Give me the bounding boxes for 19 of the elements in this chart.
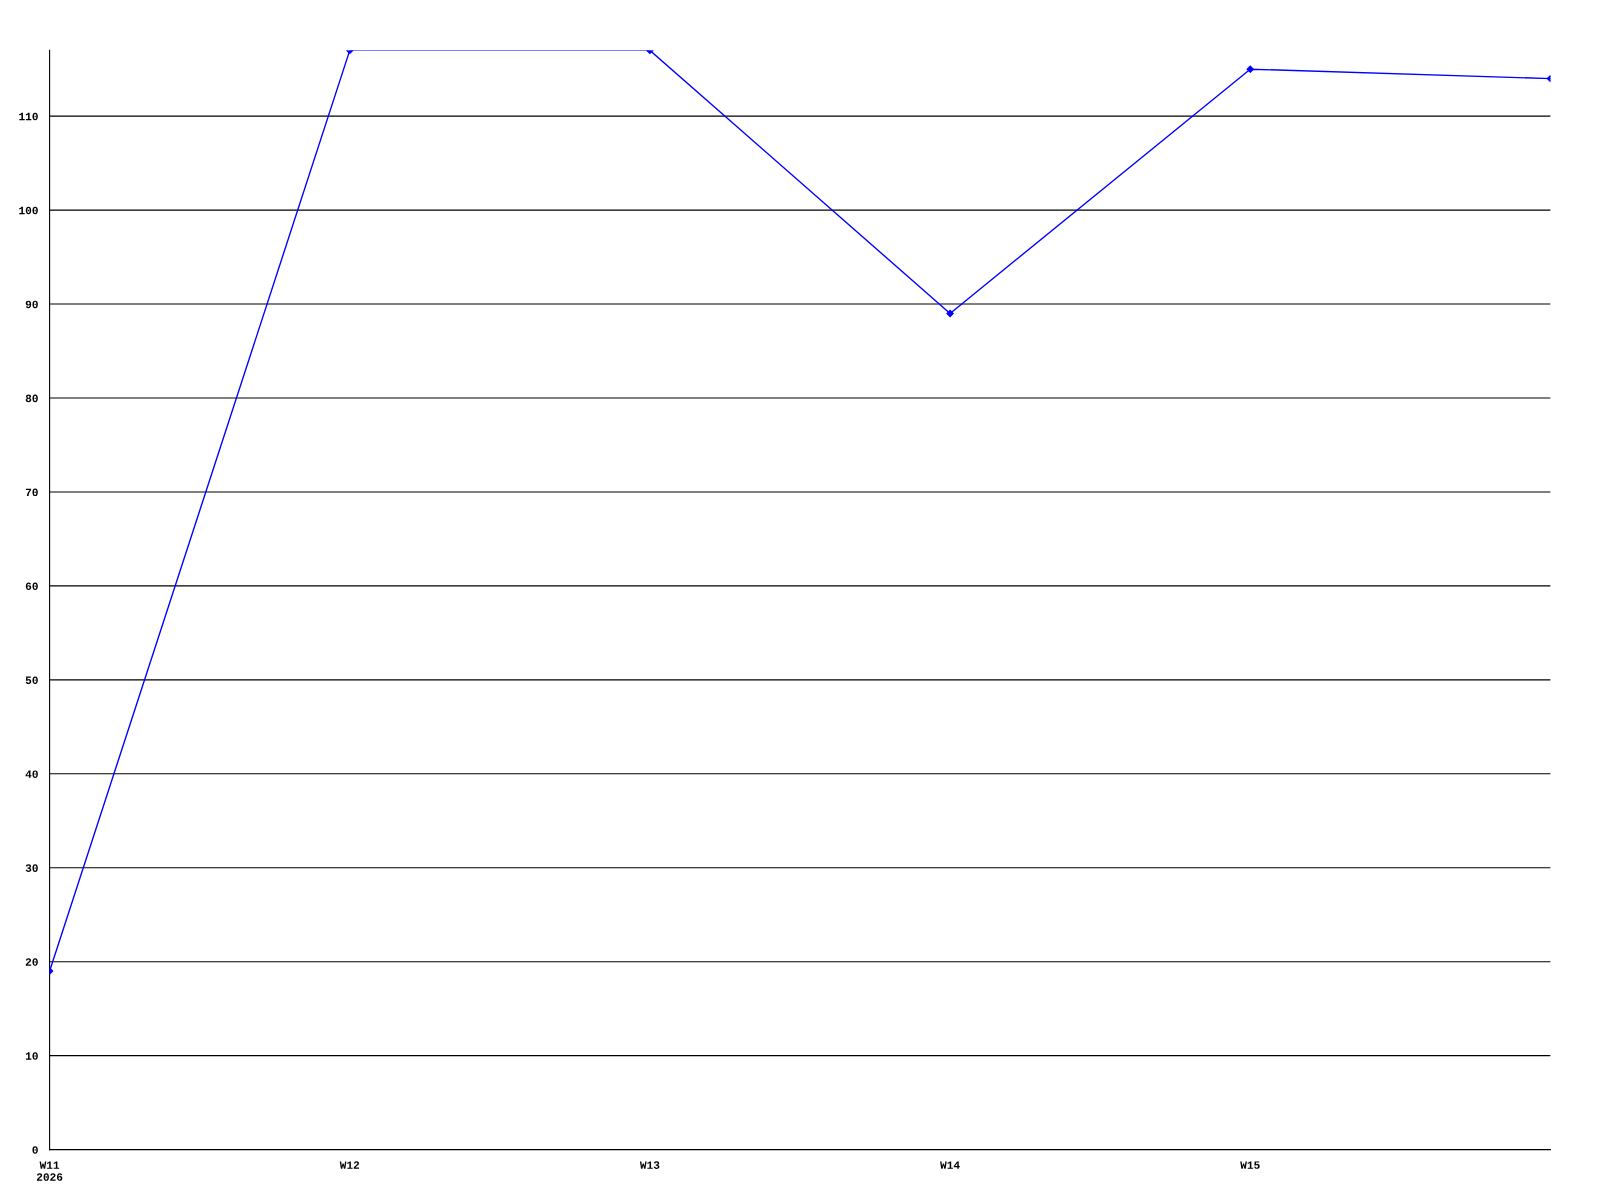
y-tick-label: 100	[19, 206, 38, 215]
point	[946, 309, 954, 318]
point	[1246, 65, 1254, 73]
y-tick-label: 20	[25, 958, 38, 966]
y-tick-label: 30	[25, 864, 38, 872]
y-tick-label: 10	[25, 1052, 38, 1060]
y-tick-label: 50	[25, 676, 38, 684]
x-tick-label: W13	[639, 1161, 660, 1169]
y-tick-label: 60	[25, 582, 38, 591]
y-tick-label: 80	[25, 394, 38, 403]
x-tick-label: W15	[1240, 1161, 1260, 1169]
y-tick-label: 70	[25, 488, 38, 497]
x-tick-label: W14	[940, 1161, 960, 1169]
x-tick-label: W12	[339, 1161, 360, 1169]
y-tick-label: 40	[25, 770, 38, 778]
x-tick-label: W11 2026	[36, 1161, 63, 1181]
y-tick-label: 0	[32, 1146, 38, 1154]
y-tick-label: 90	[25, 300, 38, 309]
y-tick-label: 110	[19, 112, 38, 121]
